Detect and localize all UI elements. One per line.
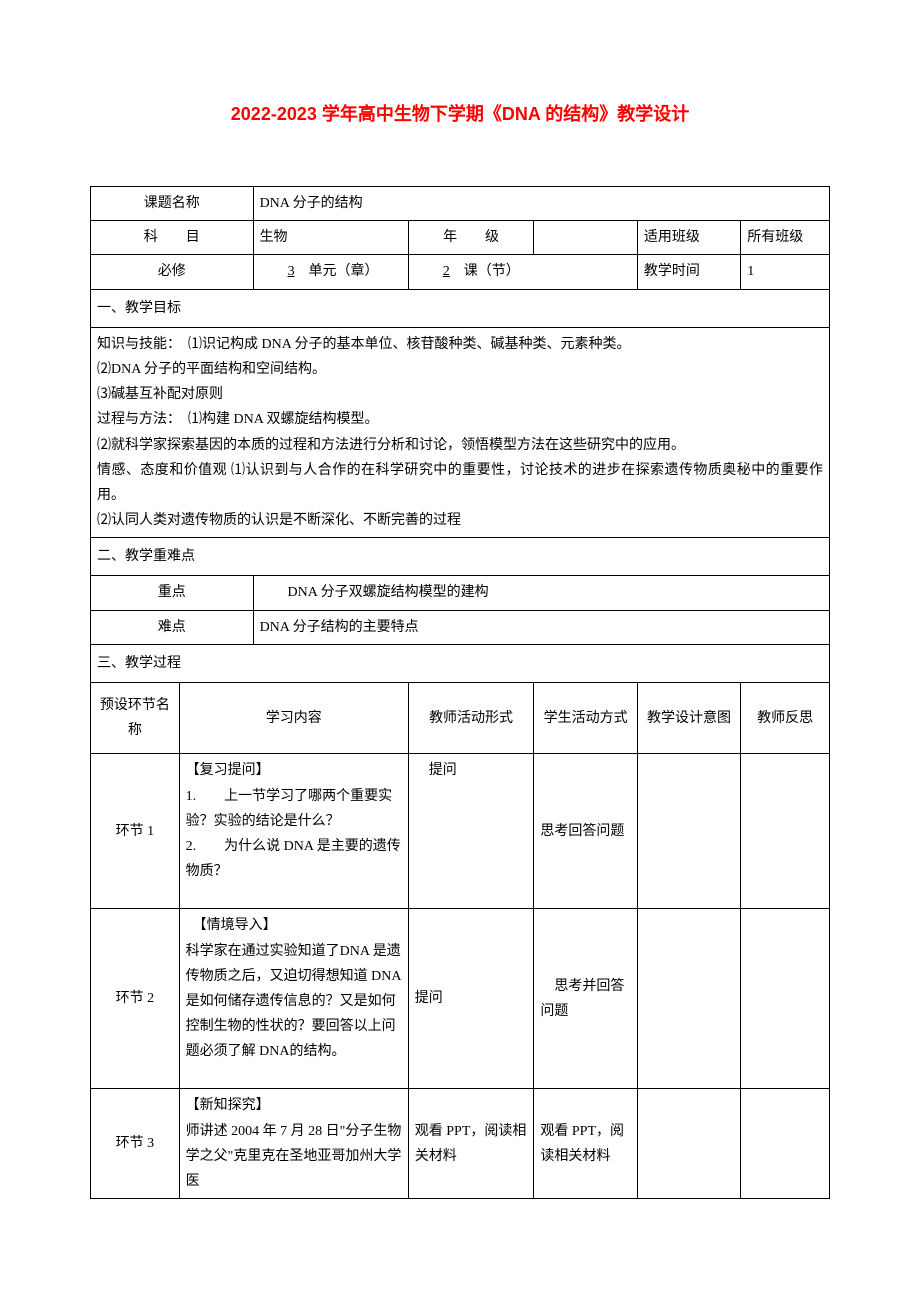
stage2-name: 环节 2	[91, 909, 180, 1089]
header-reflect: 教师反思	[741, 683, 830, 754]
stage1-teacher: 提问	[408, 754, 534, 909]
unit-cell: 3 单元（章）	[253, 255, 408, 289]
section3-heading: 三、教学过程	[91, 644, 830, 682]
stage1-name: 环节 1	[91, 754, 180, 909]
stage2-reflect	[741, 909, 830, 1089]
header-teacher: 教师活动形式	[408, 683, 534, 754]
subject-label: 科 目	[91, 221, 254, 255]
stage1-reflect	[741, 754, 830, 909]
compulsory-label: 必修	[91, 255, 254, 289]
stage2-content: 【情境导入】科学家在通过实验知道了DNA 是遗传物质之后，又迫切得想知道 DNA…	[179, 909, 408, 1089]
topic-value: DNA 分子的结构	[253, 187, 829, 221]
class-value: 所有班级	[741, 221, 830, 255]
stage3-intent	[637, 1089, 740, 1199]
grade-label: 年 级	[408, 221, 534, 255]
header-content: 学习内容	[179, 683, 408, 754]
header-stage: 预设环节名称	[91, 683, 180, 754]
stage3-student: 观看 PPT，阅读相关材料	[534, 1089, 637, 1199]
lesson-cell: 2 课（节）	[408, 255, 637, 289]
stage3-reflect	[741, 1089, 830, 1199]
stage3-name: 环节 3	[91, 1089, 180, 1199]
keypoint-value: DNA 分子双螺旋结构模型的建构	[253, 576, 829, 610]
difficulty-value: DNA 分子结构的主要特点	[253, 610, 829, 644]
stage1-content: 【复习提问】1. 上一节学习了哪两个重要实验？实验的结论是什么？2. 为什么说 …	[179, 754, 408, 909]
time-value: 1	[741, 255, 830, 289]
section1-body: 知识与技能： ⑴识记构成 DNA 分子的基本单位、核苷酸种类、碱基种类、元素种类…	[91, 327, 830, 538]
stage3-content: 【新知探究】师讲述 2004 年 7 月 28 日"分子生物学之父"克里克在圣地…	[179, 1089, 408, 1199]
section2-heading: 二、教学重难点	[91, 538, 830, 576]
class-label: 适用班级	[637, 221, 740, 255]
page-title: 2022-2023 学年高中生物下学期《DNA 的结构》教学设计	[90, 100, 830, 126]
stage2-student: 思考并回答问题	[534, 909, 637, 1089]
keypoint-label: 重点	[91, 576, 254, 610]
lesson-plan-table: 课题名称 DNA 分子的结构 科 目 生物 年 级 适用班级 所有班级 必修 3…	[90, 186, 830, 1199]
difficulty-label: 难点	[91, 610, 254, 644]
stage2-teacher: 提问	[408, 909, 534, 1089]
stage1-intent	[637, 754, 740, 909]
section1-heading: 一、教学目标	[91, 289, 830, 327]
header-student: 学生活动方式	[534, 683, 637, 754]
stage3-teacher: 观看 PPT，阅读相关材料	[408, 1089, 534, 1199]
stage1-student: 思考回答问题	[534, 754, 637, 909]
subject-value: 生物	[253, 221, 408, 255]
header-intent: 教学设计意图	[637, 683, 740, 754]
time-label: 教学时间	[637, 255, 740, 289]
stage2-intent	[637, 909, 740, 1089]
grade-value	[534, 221, 637, 255]
topic-label: 课题名称	[91, 187, 254, 221]
